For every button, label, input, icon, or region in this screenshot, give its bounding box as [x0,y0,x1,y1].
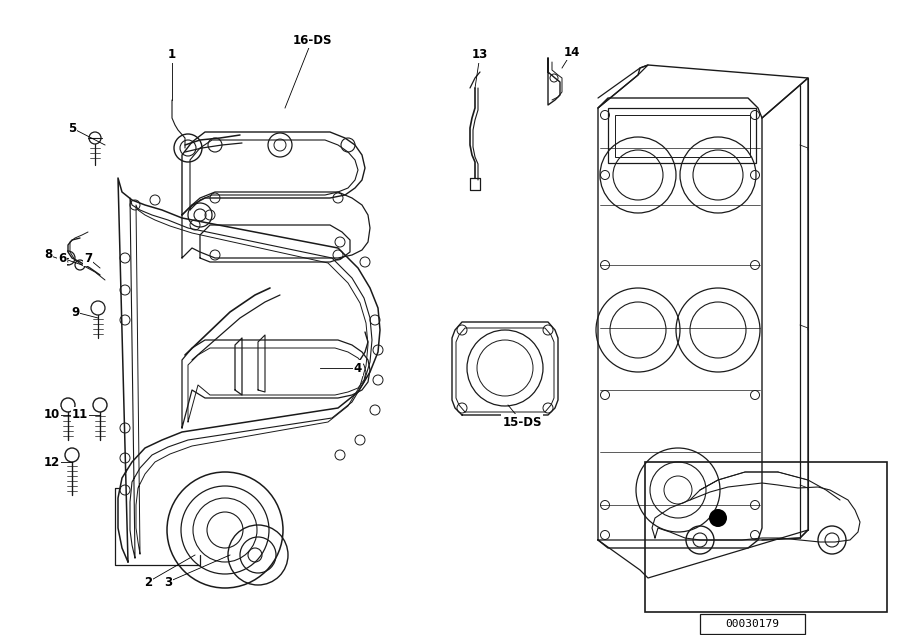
Text: 7: 7 [84,251,92,265]
Text: 00030179: 00030179 [725,619,779,629]
Text: 12: 12 [44,455,60,469]
Circle shape [709,509,727,527]
Text: 16-DS: 16-DS [292,34,332,46]
Text: 4: 4 [354,361,362,375]
Text: 13: 13 [472,48,488,62]
Text: 14: 14 [563,46,580,58]
Text: 9: 9 [71,305,79,319]
Text: 8: 8 [44,248,52,262]
Text: 15-DS: 15-DS [502,415,542,429]
Text: 10: 10 [44,408,60,422]
Bar [615,115,750,157]
Text: 6: 6 [58,251,66,265]
Text: 1: 1 [168,48,176,62]
Text: 3: 3 [164,575,172,589]
Text: 11: 11 [72,408,88,422]
Bar [608,108,756,163]
Bar [645,462,887,612]
Text: 5: 5 [68,121,76,135]
Bar [700,614,805,634]
Text: 2: 2 [144,575,152,589]
